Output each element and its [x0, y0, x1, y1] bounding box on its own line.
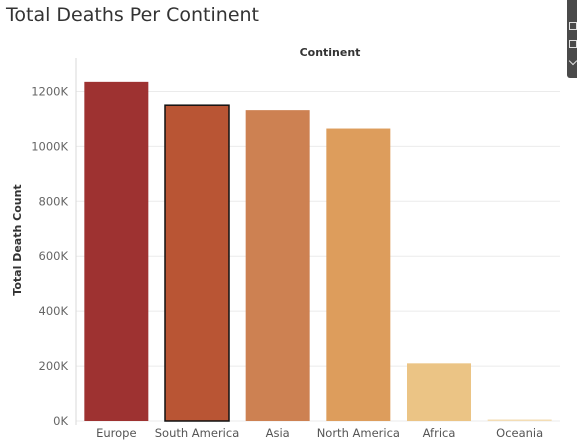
- column-header: Continent: [300, 46, 361, 59]
- y-tick-label: 400K: [39, 304, 69, 318]
- y-tick-label: 1200K: [31, 84, 68, 98]
- y-tick-label: 600K: [39, 249, 69, 263]
- bar-africa[interactable]: [407, 363, 471, 421]
- x-tick-label: Europe: [96, 426, 136, 440]
- y-tick-label: 0K: [53, 414, 68, 428]
- bar-south-america[interactable]: [164, 104, 230, 422]
- x-tick-label: North America: [317, 426, 400, 440]
- y-tick-label: 1000K: [31, 139, 68, 153]
- x-tick-label: South America: [155, 426, 240, 440]
- bar-oceania[interactable]: [487, 419, 552, 422]
- y-tick-label: 200K: [39, 359, 69, 373]
- bar-north-america[interactable]: [326, 128, 391, 422]
- bar-europe[interactable]: [84, 81, 149, 421]
- x-tick-label: Asia: [266, 426, 290, 440]
- x-tick-label: Africa: [423, 426, 456, 440]
- bar-asia[interactable]: [245, 110, 310, 422]
- chart-title: Total Deaths Per Continent: [6, 4, 260, 26]
- y-tick-label: 800K: [39, 194, 69, 208]
- y-axis-title: Total Death Count: [11, 184, 24, 295]
- x-tick-label: Oceania: [496, 426, 543, 440]
